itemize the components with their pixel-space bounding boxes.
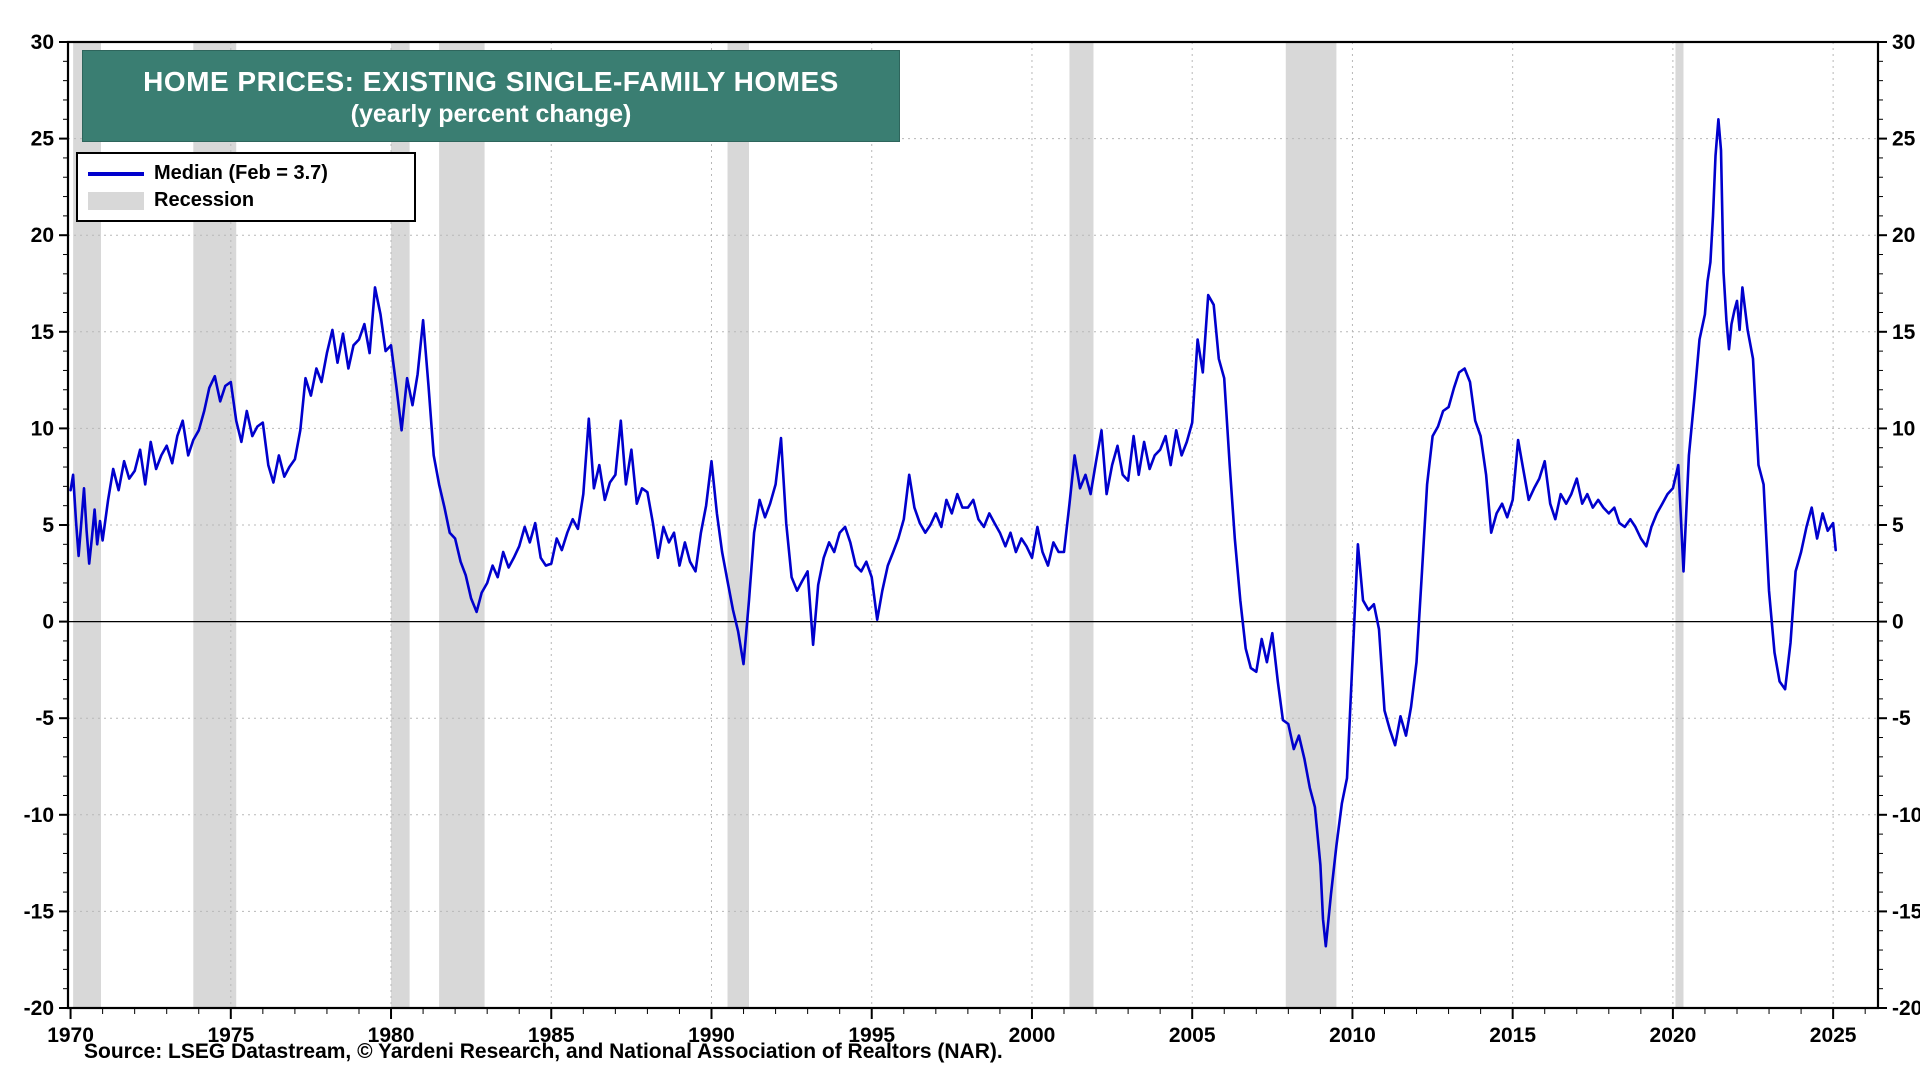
x-axis-label: 2010	[1329, 1024, 1376, 1047]
y-axis-label-left: 20	[31, 224, 54, 247]
median-line-swatch-icon	[88, 171, 144, 176]
y-axis-label-right: -5	[1892, 707, 1911, 730]
legend-entry-recession: Recession	[88, 189, 404, 212]
x-axis-label: 1995	[848, 1024, 895, 1047]
legend-box: Median (Feb = 3.7) Recession	[76, 152, 416, 222]
x-axis-label: 2015	[1489, 1024, 1536, 1047]
x-axis-label: 1970	[47, 1024, 94, 1047]
chart-title-box: HOME PRICES: EXISTING SINGLE-FAMILY HOME…	[82, 50, 900, 142]
y-axis-label-right: 30	[1892, 31, 1915, 54]
y-axis-label-left: 30	[31, 31, 54, 54]
median-series-line	[69, 118, 1837, 948]
y-axis-label-left: -15	[24, 900, 55, 923]
x-axis-label: 1990	[688, 1024, 735, 1047]
source-text: Source: LSEG Datastream, © Yardeni Resea…	[84, 1040, 1003, 1063]
chart-title: HOME PRICES: EXISTING SINGLE-FAMILY HOME…	[143, 65, 839, 97]
y-axis-label-right: 5	[1892, 514, 1904, 537]
y-axis-label-left: -10	[24, 804, 54, 827]
y-axis-label-left: -20	[24, 997, 54, 1020]
x-axis-label: 2025	[1810, 1024, 1857, 1047]
legend-median-label: Median (Feb = 3.7)	[154, 162, 328, 184]
recession-band	[1675, 42, 1684, 1008]
y-axis-label-left: 25	[31, 128, 55, 151]
y-axis-label-left: 0	[42, 611, 54, 634]
y-axis-label-right: -10	[1892, 804, 1920, 827]
legend-entry-median: Median (Feb = 3.7)	[88, 162, 404, 185]
y-axis-label-right: -20	[1892, 997, 1920, 1020]
y-axis-label-right: 15	[1892, 321, 1916, 344]
y-axis-label-right: 25	[1892, 128, 1916, 151]
y-axis-label-right: -15	[1892, 900, 1920, 923]
x-axis-label: 1975	[207, 1024, 254, 1047]
x-axis-label: 2020	[1650, 1024, 1697, 1047]
y-axis-label-left: -5	[35, 707, 54, 730]
y-axis-label-left: 5	[42, 514, 54, 537]
recession-band	[727, 42, 749, 1008]
legend-recession-label: Recession	[154, 189, 255, 211]
y-axis-label-left: 15	[31, 321, 55, 344]
y-axis-label-right: 20	[1892, 224, 1915, 247]
x-axis-label: 1980	[368, 1024, 415, 1047]
recession-swatch-icon	[88, 191, 144, 210]
x-axis-label: 1985	[528, 1024, 575, 1047]
x-axis-label: 2005	[1169, 1024, 1216, 1047]
y-axis-label-left: 10	[31, 417, 54, 440]
y-axis-label-right: 10	[1892, 417, 1915, 440]
chart-subtitle: (yearly percent change)	[350, 99, 632, 128]
recession-band	[391, 42, 410, 1008]
x-axis-label: 2000	[1009, 1024, 1056, 1047]
y-axis-label-right: 0	[1892, 611, 1904, 634]
